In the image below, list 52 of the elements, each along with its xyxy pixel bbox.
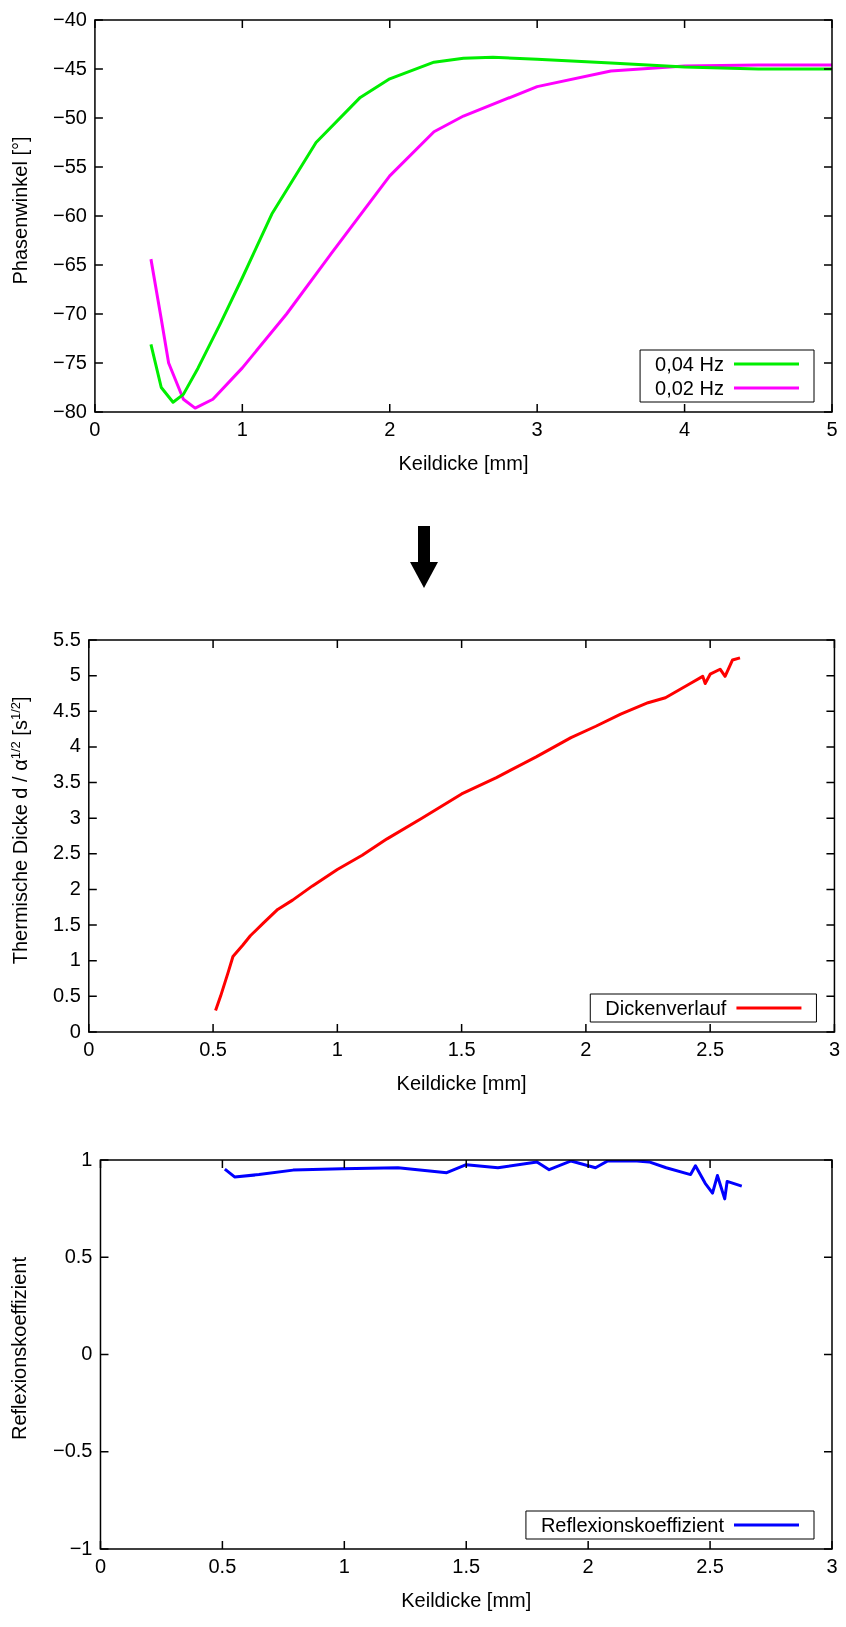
y-tick-label: 0.5 bbox=[52, 983, 81, 1006]
x-tick-label: 3 bbox=[826, 1554, 838, 1577]
y-tick-label: 1 bbox=[81, 1147, 93, 1170]
x-tick-label: 3 bbox=[531, 417, 543, 440]
y-tick-label: −1 bbox=[69, 1536, 93, 1559]
x-tick-label: 2 bbox=[384, 417, 396, 440]
y-tick-label: −60 bbox=[52, 203, 87, 226]
x-axis-title: Keildicke [mm] bbox=[398, 451, 529, 474]
y-tick-label: 4 bbox=[69, 734, 81, 757]
y-tick-label: −45 bbox=[52, 56, 87, 79]
x-tick-label: 1 bbox=[236, 417, 248, 440]
x-tick-label: 0.5 bbox=[208, 1554, 237, 1577]
y-tick-label: 0.5 bbox=[64, 1244, 93, 1267]
x-tick-label: 0.5 bbox=[199, 1037, 227, 1060]
legend-label: 0,04 Hz bbox=[655, 352, 724, 375]
x-tick-label: 3 bbox=[828, 1037, 840, 1060]
y-tick-label: −40 bbox=[52, 7, 87, 30]
y-tick-label: 0 bbox=[81, 1342, 93, 1365]
y-tick-label: −80 bbox=[52, 399, 87, 422]
x-tick-label: 1.5 bbox=[447, 1037, 476, 1060]
y-tick-label: 5.5 bbox=[52, 627, 81, 650]
y-tick-label: 0 bbox=[69, 1019, 81, 1042]
y-tick-label: 3.5 bbox=[52, 770, 81, 793]
legend-label: 0,02 Hz bbox=[655, 376, 724, 399]
x-tick-label: 2.5 bbox=[696, 1037, 725, 1060]
x-tick-label: 4 bbox=[679, 417, 691, 440]
y-tick-label: 2 bbox=[69, 876, 81, 899]
x-tick-label: 1.5 bbox=[452, 1554, 481, 1577]
x-tick-label: 2 bbox=[580, 1037, 592, 1060]
legend-label: Dickenverlauf bbox=[605, 996, 727, 1019]
y-axis-title: Phasenwinkel [°] bbox=[8, 135, 32, 285]
y-tick-label: 3 bbox=[69, 805, 81, 828]
y-axis-title: Reflexionskoeffizient bbox=[8, 1256, 32, 1441]
y-tick-label: 1 bbox=[69, 948, 81, 971]
legend-label: Reflexionskoeffizient bbox=[540, 1513, 725, 1536]
x-tick-label: 1 bbox=[331, 1037, 343, 1060]
y-tick-label: 4.5 bbox=[52, 698, 81, 721]
x-axis-title: Keildicke [mm] bbox=[396, 1071, 527, 1094]
x-axis-title: Keildicke [mm] bbox=[401, 1588, 532, 1611]
y-tick-label: 5 bbox=[69, 663, 81, 686]
y-tick-label: −65 bbox=[52, 252, 87, 275]
x-tick-label: 1 bbox=[338, 1554, 350, 1577]
y-tick-label: −75 bbox=[52, 350, 87, 373]
x-tick-label: 2 bbox=[582, 1554, 594, 1577]
y-tick-label: −50 bbox=[52, 105, 87, 128]
y-tick-label: −55 bbox=[52, 154, 87, 177]
x-tick-label: 5 bbox=[826, 417, 838, 440]
y-tick-label: −70 bbox=[52, 301, 87, 324]
y-tick-label: 1.5 bbox=[52, 912, 81, 935]
y-tick-label: 2.5 bbox=[52, 841, 81, 864]
x-tick-label: 2.5 bbox=[696, 1554, 724, 1577]
y-tick-label: −0.5 bbox=[53, 1439, 93, 1462]
